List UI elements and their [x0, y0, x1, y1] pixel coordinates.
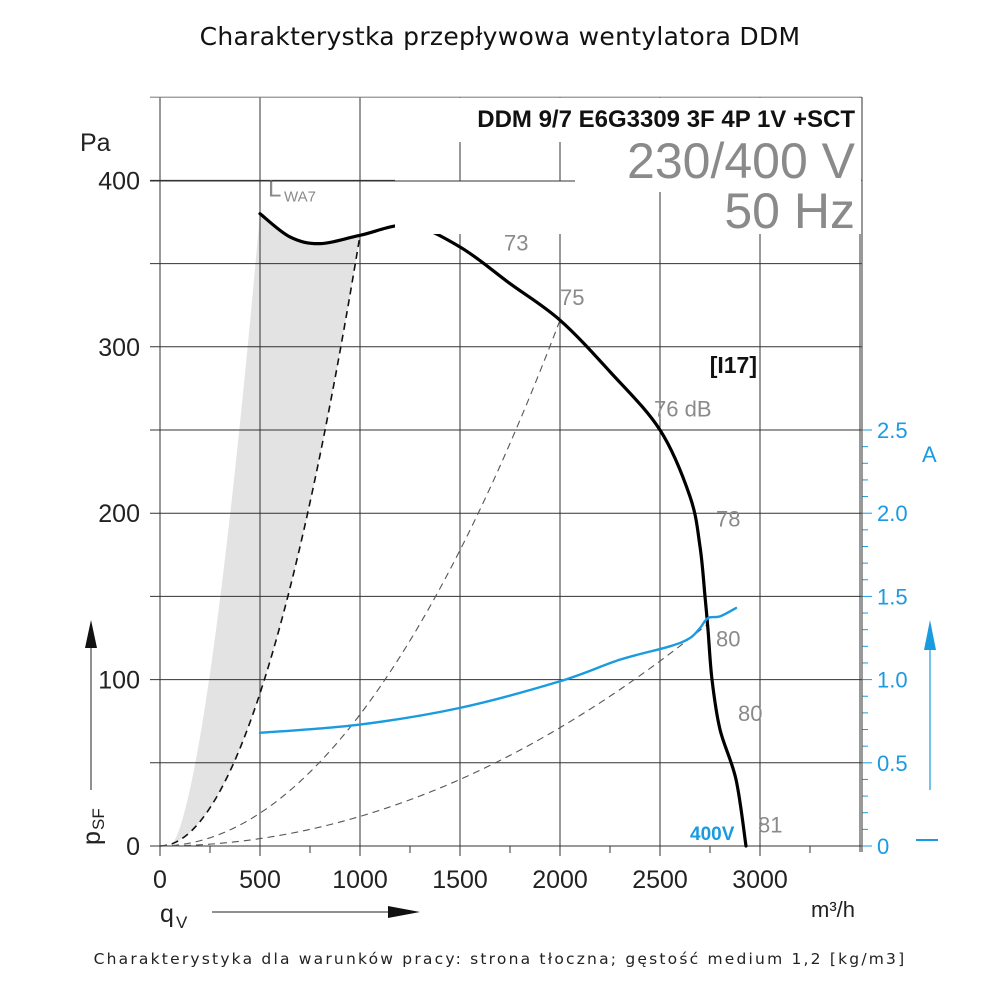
lwa7-region	[170, 213, 360, 846]
db-label: 73	[504, 230, 528, 255]
x-axis-label: q	[160, 900, 174, 928]
db-label: 80	[738, 701, 762, 726]
curve-id-label: [I17]	[710, 352, 757, 378]
system-curve-3	[159, 624, 708, 847]
y-tick-label: 100	[98, 667, 140, 695]
x-tick-label: 3000	[732, 866, 788, 894]
lwa7-label: L	[268, 176, 281, 203]
x-tick-label: 0	[153, 866, 167, 894]
db-label: 76 dB	[654, 397, 712, 422]
db-label: 78	[716, 507, 740, 532]
x-unit-label: m³/h	[811, 897, 855, 922]
system-curve-2	[159, 319, 561, 847]
header-background	[395, 98, 861, 234]
lwa7-label-sub: WA7	[284, 189, 316, 206]
y2-tick-label: 2.5	[877, 418, 908, 443]
footnote: Charakterystyka dla warunków pracy: stro…	[93, 950, 907, 968]
x-tick-label: 500	[239, 866, 281, 894]
y2-tick-label: 0.5	[877, 751, 908, 776]
y-arrow-icon	[85, 620, 97, 648]
pressure-400V-line	[258, 212, 748, 848]
labels: 0 500 1000 1500 2000 2500 3000 0 100 200 300 400 0 0.…	[78, 96, 938, 932]
y-unit-label: Pa	[80, 129, 111, 157]
x-arrow-icon	[388, 906, 420, 918]
system-curves	[159, 235, 708, 847]
series-lines	[258, 212, 748, 848]
y-tick-label: 400	[98, 167, 140, 195]
model-label: DDM 9/7 E6G3309 3F 4P 1V +SCT	[477, 106, 855, 133]
voltage-label: 230/400 V	[627, 133, 856, 189]
y-axis-label: p	[78, 831, 106, 845]
y-tick-label: 0	[126, 833, 140, 861]
y-tick-label: 300	[98, 334, 140, 362]
x-axis-label-sub: V	[176, 913, 188, 932]
y2-tick-label: 2.0	[877, 501, 908, 526]
y2-tick-label: 1.0	[877, 668, 908, 693]
system-curve-1	[159, 235, 361, 847]
y-axis-label-sub: SF	[89, 808, 108, 830]
db-label: 81	[758, 813, 782, 838]
y2-arrow-icon	[924, 620, 936, 650]
frequency-label: 50 Hz	[724, 183, 855, 239]
chart-title: Charakterystka przepływowa wentylatora D…	[199, 22, 801, 51]
x-tick-label: 2000	[532, 866, 588, 894]
y2-tick-label: 0	[877, 834, 889, 859]
y2-axis-label: A	[922, 442, 937, 467]
x-tick-label: 1500	[432, 866, 488, 894]
x-tick-label: 1000	[332, 866, 388, 894]
current-series-label: 400V	[690, 824, 735, 845]
lwa7-shaded-region	[170, 213, 360, 846]
y2-tick-label: 1.5	[877, 584, 908, 609]
x-tick-label: 2500	[632, 866, 688, 894]
db-label: 75	[560, 285, 584, 310]
db-label: 80	[716, 626, 740, 651]
y-tick-label: 200	[98, 500, 140, 528]
current-400V-line	[258, 606, 738, 735]
